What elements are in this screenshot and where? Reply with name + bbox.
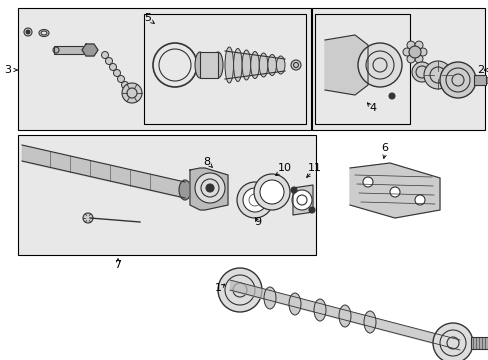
Polygon shape — [82, 44, 98, 56]
Text: 10: 10 — [278, 163, 291, 173]
Circle shape — [389, 187, 399, 197]
Circle shape — [205, 184, 214, 192]
Bar — [200, 52, 218, 78]
Bar — [470, 337, 488, 349]
Circle shape — [243, 188, 266, 212]
Circle shape — [308, 207, 314, 213]
Circle shape — [418, 48, 426, 56]
Text: 7: 7 — [114, 260, 122, 270]
Circle shape — [125, 87, 132, 95]
Circle shape — [83, 213, 93, 223]
Text: 2: 2 — [476, 65, 484, 75]
Ellipse shape — [338, 305, 350, 327]
Polygon shape — [190, 168, 227, 210]
Ellipse shape — [179, 180, 191, 200]
Polygon shape — [325, 35, 367, 95]
Ellipse shape — [233, 49, 242, 81]
Circle shape — [414, 41, 422, 49]
Circle shape — [406, 55, 414, 63]
Text: 11: 11 — [307, 163, 321, 173]
Bar — [18, 135, 315, 255]
Circle shape — [26, 30, 30, 34]
Ellipse shape — [250, 51, 259, 78]
Circle shape — [411, 62, 431, 82]
Ellipse shape — [267, 54, 276, 76]
Bar — [143, 14, 305, 124]
Circle shape — [414, 55, 422, 63]
Bar — [485, 77, 488, 83]
Text: 3: 3 — [4, 65, 12, 75]
Circle shape — [388, 93, 394, 99]
Circle shape — [406, 41, 414, 49]
Circle shape — [122, 83, 142, 103]
Ellipse shape — [213, 52, 223, 78]
Text: 5: 5 — [144, 13, 151, 23]
Bar — [311, 8, 484, 130]
Ellipse shape — [313, 299, 325, 321]
Circle shape — [362, 177, 372, 187]
Polygon shape — [349, 163, 439, 218]
Ellipse shape — [264, 287, 275, 309]
Circle shape — [402, 48, 410, 56]
Bar — [473, 75, 485, 85]
Ellipse shape — [259, 53, 267, 77]
Text: 9: 9 — [254, 217, 261, 227]
Circle shape — [253, 174, 289, 210]
Ellipse shape — [224, 47, 233, 83]
Bar — [18, 8, 310, 130]
Circle shape — [357, 43, 401, 87]
Circle shape — [102, 51, 108, 59]
Circle shape — [113, 69, 120, 77]
Bar — [54, 46, 84, 54]
Circle shape — [218, 268, 262, 312]
Circle shape — [439, 62, 475, 98]
Ellipse shape — [363, 311, 375, 333]
Circle shape — [109, 63, 116, 71]
Text: 6: 6 — [381, 143, 387, 153]
Circle shape — [117, 76, 124, 82]
Circle shape — [291, 190, 311, 210]
Ellipse shape — [242, 50, 250, 80]
Ellipse shape — [195, 52, 204, 78]
Circle shape — [121, 81, 128, 89]
Text: 4: 4 — [368, 103, 376, 113]
Text: 1: 1 — [214, 283, 221, 293]
Circle shape — [290, 60, 301, 70]
Circle shape — [423, 61, 451, 89]
Circle shape — [432, 323, 472, 360]
Circle shape — [414, 195, 424, 205]
Circle shape — [195, 173, 224, 203]
Circle shape — [237, 182, 272, 218]
Circle shape — [260, 180, 284, 204]
Ellipse shape — [288, 293, 301, 315]
Bar — [314, 14, 409, 124]
Ellipse shape — [276, 56, 285, 74]
Circle shape — [290, 187, 296, 193]
Circle shape — [105, 58, 112, 64]
Polygon shape — [292, 185, 312, 215]
Circle shape — [408, 46, 420, 58]
Text: 8: 8 — [203, 157, 210, 167]
